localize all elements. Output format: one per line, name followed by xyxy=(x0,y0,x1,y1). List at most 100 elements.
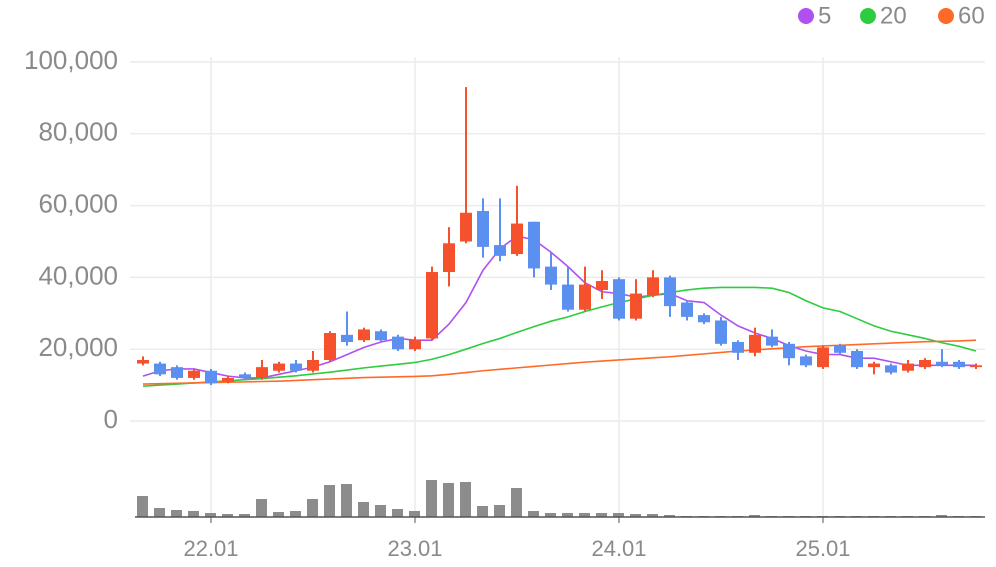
candle-body xyxy=(256,367,268,378)
volume-bar xyxy=(936,515,947,517)
candle-body xyxy=(171,367,183,378)
candle-body xyxy=(613,279,625,319)
candle-body xyxy=(460,212,472,242)
volume-bar xyxy=(630,514,641,517)
y-tick-label: 60,000 xyxy=(38,188,118,218)
candle-body xyxy=(307,359,319,371)
volume-bar xyxy=(664,515,675,517)
candle-body xyxy=(188,370,200,378)
candle-body xyxy=(834,345,846,353)
volume-bar xyxy=(494,505,505,517)
candle-body xyxy=(681,302,693,317)
candle-body xyxy=(205,370,217,384)
candle-body xyxy=(851,350,863,368)
volume-bar xyxy=(596,513,607,517)
volume-bar xyxy=(392,509,403,517)
candle-body xyxy=(477,210,489,247)
volume-bar xyxy=(545,513,556,517)
candle-body xyxy=(953,361,965,368)
volume-bar xyxy=(613,513,624,517)
candle-body xyxy=(902,363,914,371)
volume-bar xyxy=(477,506,488,517)
candle-body xyxy=(817,347,829,368)
ma-line xyxy=(142,286,977,387)
candle-body xyxy=(239,374,251,378)
volume-bar xyxy=(460,482,471,517)
volume-bar xyxy=(171,510,182,517)
volume-bar xyxy=(579,513,590,517)
x-tick-label: 23.01 xyxy=(387,536,442,561)
candle-body xyxy=(596,280,608,290)
y-tick-label: 40,000 xyxy=(38,260,118,290)
volume-bar xyxy=(749,515,760,517)
candle-body xyxy=(936,361,948,366)
candle-body xyxy=(392,336,404,350)
y-tick-label: 80,000 xyxy=(38,117,118,147)
candle-body xyxy=(715,320,727,344)
candle-body xyxy=(732,342,744,353)
volume-bar xyxy=(307,499,318,517)
volume-bar xyxy=(154,508,165,517)
candle-body xyxy=(919,359,931,368)
candle-body xyxy=(885,365,897,373)
x-tick-label: 24.01 xyxy=(591,536,646,561)
candle-body xyxy=(494,245,506,256)
candle-body xyxy=(154,363,166,375)
candle-body xyxy=(341,334,353,343)
candle-body xyxy=(647,277,659,296)
candle-body xyxy=(375,331,387,341)
volume-bar xyxy=(426,480,437,517)
candle-body xyxy=(137,359,149,364)
volume-bar xyxy=(647,514,658,517)
candle-body xyxy=(698,315,710,323)
candle-body xyxy=(562,284,574,310)
candle-body xyxy=(358,329,370,341)
candle-body xyxy=(409,340,421,350)
legend-marker xyxy=(860,8,876,24)
candle-body xyxy=(222,377,234,382)
volume-bar xyxy=(205,513,216,517)
volume-bar xyxy=(290,511,301,517)
volume-bar xyxy=(443,483,454,517)
legend-marker xyxy=(798,8,814,24)
volume-bar xyxy=(409,511,420,517)
legend-marker xyxy=(938,8,954,24)
legend-label: 5 xyxy=(818,2,831,29)
volume-bar xyxy=(562,513,573,517)
candle-body xyxy=(443,243,455,273)
x-tick-label: 25.01 xyxy=(795,536,850,561)
candle-body xyxy=(324,333,336,360)
candle-body xyxy=(579,284,591,310)
volume-bar xyxy=(256,499,267,517)
volume-bar xyxy=(511,488,522,517)
ma-line xyxy=(142,235,976,379)
candle-body xyxy=(426,272,438,339)
candle-body xyxy=(273,363,285,371)
volume-bar xyxy=(222,514,233,517)
candle-body xyxy=(630,293,642,319)
y-tick-label: 0 xyxy=(104,404,118,434)
candle-body xyxy=(664,277,676,307)
legend-label: 20 xyxy=(880,2,907,29)
x-tick-label: 22.01 xyxy=(183,536,238,561)
candle-body xyxy=(511,223,523,255)
volume-bar xyxy=(137,496,148,517)
candle-body xyxy=(766,336,778,346)
candle-body xyxy=(800,356,812,366)
y-tick-label: 20,000 xyxy=(38,332,118,362)
candle-body xyxy=(290,363,302,371)
ma-line xyxy=(142,339,977,385)
candle-body xyxy=(868,363,880,368)
candle-body xyxy=(528,221,540,269)
candle-body xyxy=(783,343,795,359)
volume-bar xyxy=(239,514,250,517)
volume-bar xyxy=(358,502,369,517)
legend-label: 60 xyxy=(958,2,985,29)
volume-bar xyxy=(528,511,539,517)
volume-bar xyxy=(341,484,352,517)
candle-body xyxy=(545,266,557,285)
candle-body xyxy=(749,334,761,353)
volume-bar xyxy=(273,512,284,517)
